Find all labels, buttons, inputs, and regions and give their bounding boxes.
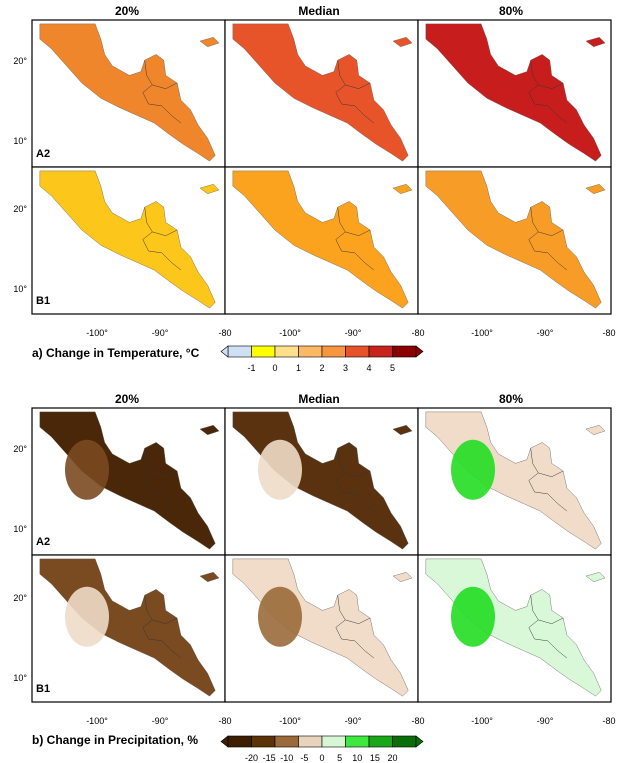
lon-label: -90° [152,328,169,338]
column-header-20: 20% [115,392,139,406]
map-panel [224,554,419,703]
lon-label: -80 [602,328,615,338]
lon-label: -90° [152,716,169,726]
map-grid-a [31,19,612,315]
column-header-median: Median [298,392,339,406]
colorbar-tick-label: 0 [272,363,277,373]
lon-label: -80 [602,716,615,726]
map-panel [31,19,226,168]
section-b-precipitation: 20% Median 80% 20° 10° 20° 10° A2 B1 -10… [13,392,615,763]
lat-label-20: 20° [13,444,27,454]
column-header-median: Median [298,4,339,18]
colorbar-swatch [392,735,417,748]
row-label-b1: B1 [36,683,50,695]
colorbar-tick-label: 10 [352,753,362,763]
colorbar-tick-label: 5 [390,363,395,373]
colorbar-swatch [274,345,299,358]
section-a-temperature: 20% Median 80% 20° 10° 20° 10° A2 B1 -10… [13,4,615,373]
lon-label: -80 [218,716,231,726]
lat-label-10: 10° [13,284,27,294]
lat-label-20: 20° [13,593,27,603]
lon-label: -100° [279,328,301,338]
colorbar-tick-label: -10 [280,753,293,763]
column-header-80: 80% [499,392,523,406]
lon-label: -80 [218,328,231,338]
lat-label-20: 20° [13,56,27,66]
colorbar-arrow-high [415,735,424,748]
map-panel [417,407,612,556]
map-panel [31,554,226,703]
lon-label: -90° [537,328,554,338]
map-panel [224,19,419,168]
colorbar-swatch [227,735,252,748]
colorbar-tick-label: 0 [319,753,324,763]
lon-label: -100° [86,716,108,726]
colorbar-swatch [274,735,299,748]
colorbar-arrow-low [220,345,229,358]
colorbar-tick-label: 15 [370,753,380,763]
colorbar-tick-label: 4 [366,363,371,373]
colorbar-precipitation: -20 -15 -10 -5 0 5 10 15 20 [220,735,424,763]
colorbar-swatch [321,735,346,748]
colorbar-swatch [298,345,323,358]
lon-label: -90° [345,328,362,338]
colorbar-swatch [368,735,393,748]
map-panel [417,554,612,703]
lat-label-20: 20° [13,204,27,214]
colorbar-arrow-high [415,345,424,358]
lon-label: -80 [411,716,424,726]
colorbar-swatch [392,345,417,358]
lat-label-10: 10° [13,673,27,683]
colorbar-tick-label: 20 [387,753,397,763]
colorbar-swatch [321,345,346,358]
colorbar-title-temperature: a) Change in Temperature, °C [32,346,200,360]
colorbar-swatch [345,345,370,358]
lon-label: -90° [537,716,554,726]
colorbar-tick-label: -1 [247,363,255,373]
lon-label: -80 [411,328,424,338]
map-grid-b [31,407,612,703]
colorbar-tick-label: -15 [263,753,276,763]
map-panel [224,166,419,315]
row-label-a2: A2 [36,148,50,160]
lat-label-10: 10° [13,524,27,534]
colorbar-swatch [298,735,323,748]
map-panel [417,19,612,168]
colorbar-swatch [345,735,370,748]
colorbar-swatch [251,345,276,358]
colorbar-temperature: -1 0 1 2 3 4 5 [220,345,424,373]
lat-label-10: 10° [13,136,27,146]
colorbar-swatch [368,345,393,358]
lon-label: -100° [279,716,301,726]
map-panel [31,166,226,315]
colorbar-tick-label: -20 [245,753,258,763]
lon-label: -100° [471,716,493,726]
lon-label: -90° [345,716,362,726]
colorbar-tick-label: 3 [343,363,348,373]
colorbar-arrow-low [220,735,229,748]
row-label-a2: A2 [36,536,50,548]
map-panel [224,407,419,556]
colorbar-title-precipitation: b) Change in Precipitation, % [32,733,198,747]
map-panel [417,166,612,315]
column-header-20: 20% [115,4,139,18]
lon-label: -100° [471,328,493,338]
map-panel [31,407,226,556]
colorbar-tick-label: 1 [296,363,301,373]
colorbar-tick-label: -5 [300,753,308,763]
colorbar-tick-label: 2 [319,363,324,373]
lon-label: -100° [86,328,108,338]
colorbar-swatch [227,345,252,358]
colorbar-swatch [251,735,276,748]
row-label-b1: B1 [36,295,50,307]
column-header-80: 80% [499,4,523,18]
colorbar-tick-label: 5 [337,753,342,763]
